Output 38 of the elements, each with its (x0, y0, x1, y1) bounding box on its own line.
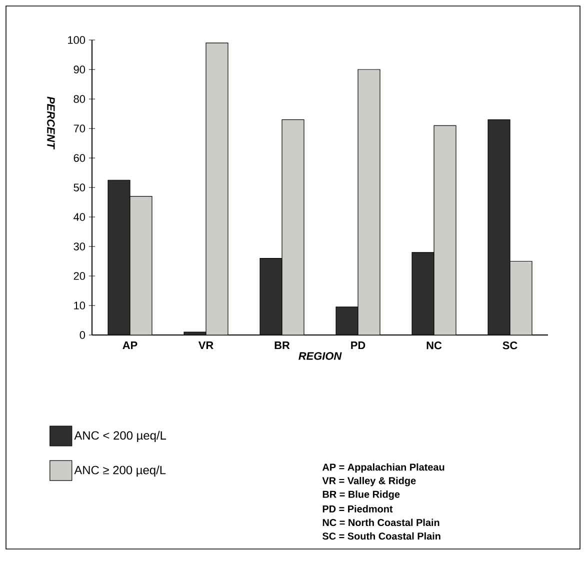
y-tick-label: 30 (74, 242, 86, 250)
y-tick-label: 0 (80, 331, 86, 339)
y-tick-label: 10 (74, 302, 86, 310)
y-tick-label: 20 (74, 272, 86, 280)
y-tick-label: 60 (74, 154, 86, 162)
text: SC = South Coastal Plain (322, 532, 440, 540)
bar (130, 196, 152, 335)
bar (206, 42, 228, 335)
x-tick-label: NC (426, 342, 442, 350)
bar (358, 69, 380, 335)
legend-label: ANC < 200 µeq/L (74, 430, 166, 442)
text: NC = North Coastal Plain (322, 518, 440, 526)
y-tick-label: 80 (74, 95, 86, 103)
x-tick-label: AP (122, 342, 138, 350)
bar (282, 119, 304, 335)
bar (108, 180, 130, 335)
bar (336, 306, 358, 335)
x-tick-label: VR (198, 342, 214, 350)
text: AP = Appalachian Plateau (322, 463, 444, 473)
text: PD = Piedmont (322, 505, 393, 512)
bar (488, 119, 510, 335)
bar (434, 125, 456, 335)
y-axis-title: PERCENT (47, 96, 55, 150)
bar (260, 258, 282, 335)
bar (510, 260, 532, 335)
x-tick-label: PD (351, 342, 366, 350)
y-tick-label: 90 (74, 66, 86, 74)
x-tick-label: SC (502, 342, 518, 350)
bar (412, 252, 434, 335)
y-tick-label: 70 (74, 124, 86, 132)
y-tick-label: 40 (74, 213, 86, 221)
x-tick-label: BR (274, 342, 290, 350)
y-tick-label: 50 (74, 184, 86, 192)
x-axis-title: REGION (298, 352, 342, 360)
legend-label: ANC ≥ 200 µeq/L (74, 466, 166, 477)
y-tick-label: 100 (68, 36, 86, 44)
text: VR = Valley & Ridge (322, 476, 416, 486)
text: BR = Blue Ridge (322, 490, 400, 500)
